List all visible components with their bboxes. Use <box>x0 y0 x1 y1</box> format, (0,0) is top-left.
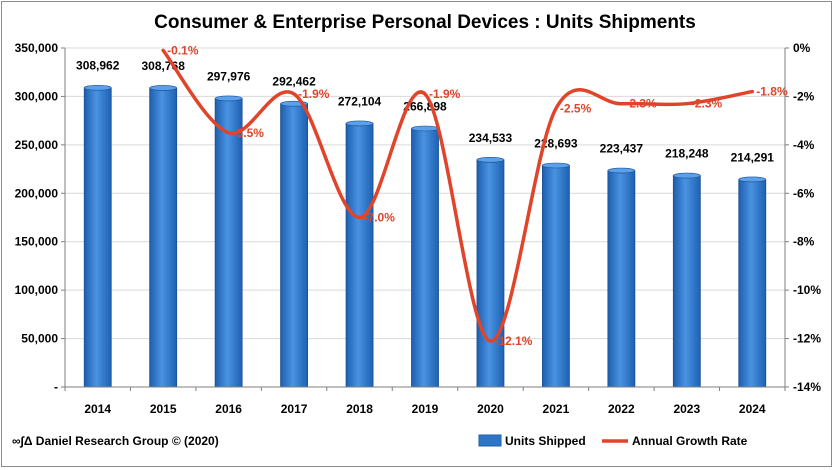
bar-label-2017: 292,462 <box>272 75 316 89</box>
bar-cap-2014 <box>83 84 112 91</box>
bar-2022 <box>607 170 636 388</box>
bar-cap-2015 <box>149 85 177 91</box>
bar-label-2022: 223,437 <box>600 142 644 156</box>
bar-2021 <box>542 165 570 388</box>
left-tick-label-6: 300,000 <box>15 89 59 103</box>
right-tick-label-5: -10% <box>793 283 821 297</box>
credit-text: ∞∫Δ Daniel Research Group © (2020) <box>12 434 219 448</box>
x-tick-label-2016: 2016 <box>215 402 242 416</box>
x-tick-label-2020: 2020 <box>477 402 504 416</box>
right-tick-label-4: -8% <box>793 235 815 249</box>
legend: Units Shipped Annual Growth Rate <box>478 434 748 448</box>
bar-cap-2022 <box>607 167 636 174</box>
bar-2023 <box>672 175 701 388</box>
bar-2018 <box>345 123 374 388</box>
bar-cap-2024 <box>738 176 767 183</box>
bar-series <box>83 84 767 388</box>
growth-label-2015: -0.1% <box>167 43 199 57</box>
bar-2017 <box>280 103 308 388</box>
left-tick-label-3: 150,000 <box>15 235 59 249</box>
legend-label-growth: Annual Growth Rate <box>632 434 748 448</box>
bar-cap-2016 <box>214 95 243 102</box>
bar-2024 <box>738 179 767 388</box>
growth-label-2019: -1.9% <box>429 87 461 101</box>
growth-label-2020: -12.1% <box>494 334 532 348</box>
left-tick-label-7: 350,000 <box>15 41 59 55</box>
growth-label-2023: -2.3% <box>691 97 723 111</box>
bar-label-2020: 234,533 <box>469 131 513 145</box>
legend-label-units: Units Shipped <box>505 434 586 448</box>
x-tick-label-2014: 2014 <box>84 402 111 416</box>
x-tick-label-2019: 2019 <box>412 402 439 416</box>
growth-label-2021: -2.5% <box>560 102 592 116</box>
growth-line <box>161 48 755 343</box>
bar-cap-2023 <box>673 172 701 179</box>
growth-label-2022: -2.3% <box>625 97 657 111</box>
x-tick-label-2017: 2017 <box>281 402 308 416</box>
x-tick-label-2023: 2023 <box>673 402 700 416</box>
bar-label-2024: 214,291 <box>731 150 775 164</box>
chart-title: Consumer & Enterprise Personal Devices :… <box>154 12 696 33</box>
legend-swatch-units <box>478 434 502 447</box>
bar-2016 <box>214 97 243 388</box>
x-tick-label-2015: 2015 <box>150 402 177 416</box>
right-tick-label-6: -12% <box>793 332 821 346</box>
left-tick-label-0: - <box>54 380 58 394</box>
bar-label-2014: 308,962 <box>76 59 120 73</box>
growth-data-labels: -0.1% -3.5% -1.9% -7.0% -1.9% -12.1% -2.5% -2.3… <box>167 43 788 348</box>
bar-cap-2020 <box>476 157 505 163</box>
right-tick-label-0: 0% <box>793 41 811 55</box>
left-tick-label-1: 50,000 <box>21 332 58 346</box>
left-axis: - 50,000 100,000 150,000 200,000 250,000 300,0… <box>15 41 66 394</box>
bar-label-2021: 228,693 <box>534 136 578 150</box>
bar-label-2016: 297,976 <box>207 69 251 83</box>
left-tick-label-2: 100,000 <box>15 283 59 297</box>
right-tick-label-1: -2% <box>793 89 815 103</box>
x-tick-label-2021: 2021 <box>543 402 570 416</box>
growth-label-2017: -1.9% <box>298 87 330 101</box>
bar-cap-2019 <box>411 125 439 132</box>
x-tick-label-2024: 2024 <box>739 402 766 416</box>
bar-label-2019: 266,898 <box>403 99 447 113</box>
growth-line-series <box>161 48 755 343</box>
x-axis: 2014 2015 2016 2017 2018 2019 2020 2021 2022 2023… <box>64 386 786 416</box>
bar-2019 <box>411 128 439 388</box>
x-tick-label-2018: 2018 <box>346 402 373 416</box>
left-tick-label-4: 200,000 <box>15 186 59 200</box>
left-tick-label-5: 250,000 <box>15 138 59 152</box>
x-tick-label-2022: 2022 <box>608 402 635 416</box>
right-tick-label-2: -4% <box>793 138 815 152</box>
bar-cap-2018 <box>345 120 374 127</box>
bar-label-2018: 272,104 <box>338 94 382 108</box>
growth-label-2016: -3.5% <box>233 126 265 140</box>
bar-2020 <box>476 159 505 388</box>
growth-label-2024: -1.8% <box>756 85 788 99</box>
bar-label-2023: 218,248 <box>665 147 709 161</box>
bar-cap-2021 <box>542 162 570 169</box>
bar-2015 <box>149 87 178 388</box>
right-tick-label-3: -6% <box>793 186 815 200</box>
growth-label-2018: -7.0% <box>364 211 396 225</box>
bar-2014 <box>83 87 112 388</box>
right-axis: 0% -2% -4% -6% -8% -10% -12% -14% <box>784 41 821 394</box>
right-tick-label-7: -14% <box>793 380 821 394</box>
